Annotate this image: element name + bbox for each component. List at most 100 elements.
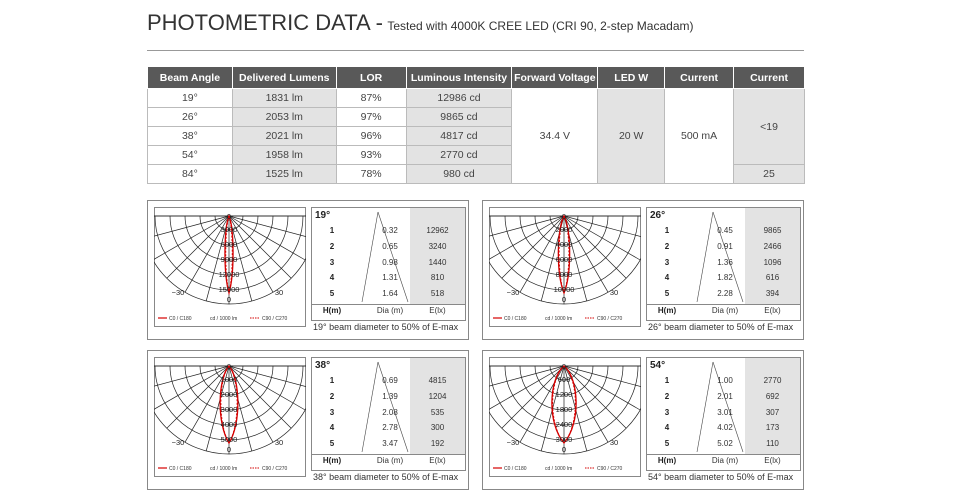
- row-diameter: 3.01: [717, 408, 733, 417]
- legend-c0: C0 / C180: [169, 466, 192, 472]
- legend-unit: cd / 1000 lm: [210, 316, 237, 322]
- title-divider: [147, 50, 804, 51]
- cell-beam: 26°: [147, 107, 233, 127]
- cell-lor: 93%: [335, 145, 407, 165]
- beam-diameter-table: 26° 1 0.45 9865 2 0.91 2466 3 1.36 1096 4 1.82 616 5 2…: [646, 207, 801, 321]
- angle-label-right: 30: [275, 288, 283, 297]
- row-illuminance: 192: [430, 439, 445, 448]
- legend-unit: cd / 1000 lm: [545, 316, 572, 322]
- beam-angle-label: 26°: [650, 210, 666, 221]
- header-divider: [647, 454, 800, 455]
- polar-tick-label: 0: [562, 362, 566, 371]
- col-header-e: E(lx): [764, 456, 781, 465]
- row-diameter: 1.00: [717, 376, 733, 385]
- row-height: 1: [664, 226, 670, 235]
- beam-cone-icon: [361, 211, 409, 303]
- polar-tick-label: 0: [562, 212, 566, 221]
- row-diameter: 1.39: [382, 392, 398, 401]
- row-diameter: 3.47: [382, 439, 398, 448]
- polar-tick-label: 3000: [556, 435, 573, 444]
- row-diameter: 0.45: [717, 226, 733, 235]
- cell-led-w: 20 W: [597, 88, 666, 184]
- legend-unit: cd / 1000 lm: [210, 466, 237, 472]
- cell-beam: 54°: [147, 145, 233, 165]
- row-illuminance: 300: [430, 423, 445, 432]
- row-diameter: 2.08: [382, 408, 398, 417]
- legend-c0: C0 / C180: [169, 316, 192, 322]
- header-divider: [312, 304, 465, 305]
- row-illuminance: 2770: [763, 376, 782, 385]
- row-diameter: 0.69: [382, 376, 398, 385]
- cell-lumens: 2021 lm: [231, 126, 337, 146]
- col-header-luminous-intensity: Luminous Intensity: [405, 66, 513, 89]
- beam-cone-icon: [696, 211, 744, 303]
- row-height: 1: [329, 376, 335, 385]
- cell-current-2-bottom: 25: [733, 164, 805, 184]
- illuminance-column-bg: [410, 358, 465, 454]
- beam-cone-icon: [361, 361, 409, 453]
- col-header-led-w: LED W: [597, 66, 666, 89]
- angle-label-right: 30: [275, 438, 283, 447]
- angle-label-left: −30: [172, 438, 185, 447]
- polar-tick-label: 600: [558, 375, 571, 384]
- photometric-card: 0 600 1200 1800 2400 3000 0 −30 30 C0 / C180 cd / …: [482, 350, 804, 490]
- photometric-card: 0 2000 4000 6000 8000 10000 0 −30 30 C0 / C180 cd …: [482, 200, 804, 340]
- col-header-dia: Dia (m): [711, 306, 739, 315]
- header-divider: [312, 454, 465, 455]
- row-height: 5: [329, 289, 335, 298]
- row-height: 2: [664, 392, 670, 401]
- cell-intensity: 980 cd: [405, 164, 513, 184]
- row-height: 4: [329, 273, 335, 282]
- polar-tick-label: 0: [562, 295, 566, 304]
- row-illuminance: 1204: [428, 392, 447, 401]
- row-illuminance: 173: [765, 423, 780, 432]
- row-diameter: 1.36: [717, 258, 733, 267]
- cell-lor: 78%: [335, 164, 407, 184]
- polar-tick-label: 0: [227, 212, 231, 221]
- row-diameter: 1.31: [382, 273, 398, 282]
- row-illuminance: 110: [766, 439, 779, 448]
- angle-label-left: −30: [507, 288, 520, 297]
- row-illuminance: 394: [765, 289, 780, 298]
- illuminance-column-bg: [745, 208, 800, 304]
- photometric-card: 0 3000 6000 9000 12000 15000 0 −30 30 C0 / C180 cd…: [147, 200, 469, 340]
- polar-tick-label: 6000: [556, 255, 573, 264]
- legend-c90: C90 / C270: [597, 466, 623, 472]
- col-header-e: E(lx): [429, 306, 446, 315]
- table-header-row: Beam Angle Delivered Lumens LOR Luminous…: [147, 66, 805, 89]
- row-illuminance: 810: [430, 273, 445, 282]
- col-header-h: H(m): [657, 456, 677, 465]
- illuminance-column-bg: [410, 208, 465, 304]
- row-diameter: 1.82: [717, 273, 733, 282]
- legend-c90: C90 / C270: [262, 316, 288, 322]
- table-row: 19° 1831 lm 87% 12986 cd 34.4 V 20 W 500…: [147, 88, 805, 184]
- col-header-e: E(lx): [764, 306, 781, 315]
- row-diameter: 1.64: [382, 289, 398, 298]
- row-height: 2: [329, 242, 335, 251]
- row-illuminance: 12962: [426, 226, 449, 235]
- row-illuminance: 9865: [763, 226, 782, 235]
- beam-caption: 38° beam diameter to 50% of E-max: [313, 472, 459, 482]
- col-header-current-2: Current: [733, 66, 805, 89]
- col-header-dia: Dia (m): [376, 456, 404, 465]
- polar-tick-label: 3000: [221, 405, 238, 414]
- col-header-dia: Dia (m): [711, 456, 739, 465]
- beam-angle-label: 54°: [650, 360, 666, 371]
- cell-beam: 38°: [147, 126, 233, 146]
- angle-label-left: −30: [172, 288, 185, 297]
- page-title: PHOTOMETRIC DATA - Tested with 4000K CRE…: [147, 10, 694, 40]
- table-row: 26° 2053 lm 97% 9865 cd: [147, 107, 805, 127]
- cell-current: 500 mA: [664, 88, 735, 184]
- cell-intensity: 9865 cd: [405, 107, 513, 127]
- polar-tick-label: 0: [227, 295, 231, 304]
- polar-tick-label: 6000: [221, 240, 238, 249]
- polar-tick-label: 2000: [221, 390, 238, 399]
- legend-unit: cd / 1000 lm: [545, 466, 572, 472]
- beam-diameter-table: 38° 1 0.69 4815 2 1.39 1204 3 2.08 535 4 2.78 300 5 3.…: [311, 357, 466, 471]
- polar-tick-label: 0: [227, 362, 231, 371]
- angle-label-right: 30: [610, 438, 618, 447]
- cell-intensity: 2770 cd: [405, 145, 513, 165]
